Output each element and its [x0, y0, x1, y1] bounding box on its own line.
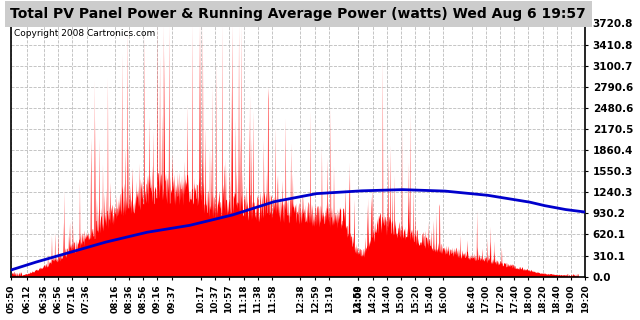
- Text: Copyright 2008 Cartronics.com: Copyright 2008 Cartronics.com: [14, 28, 156, 37]
- Title: Total PV Panel Power & Running Average Power (watts) Wed Aug 6 19:57: Total PV Panel Power & Running Average P…: [10, 7, 586, 21]
